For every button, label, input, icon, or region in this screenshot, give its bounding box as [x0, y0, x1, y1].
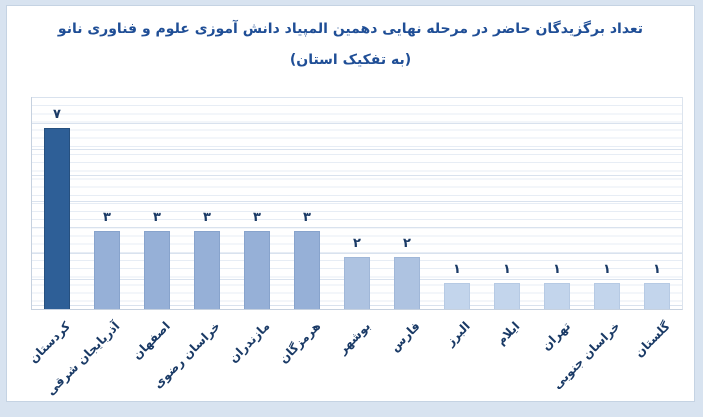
bar: [544, 283, 570, 309]
bar-slot: ٢: [382, 97, 432, 309]
category-labels: کردستان آذربایجان شرقی اصفهان خراسان رضوی ما…: [26, 309, 681, 403]
bar-value-label: ٣: [303, 210, 311, 225]
bar-slot: ١: [582, 97, 632, 309]
category-label: اصفهان: [129, 319, 173, 363]
category-label: مازندران: [226, 319, 273, 366]
bar: [444, 283, 470, 309]
chart-title-line1: تعداد برگزیدگان حاضر در مرحله نهایی دهمی…: [57, 21, 644, 37]
bar-slot: ٣: [82, 97, 132, 309]
category-label: کردستان: [26, 319, 73, 366]
bar-value-label: ١: [603, 262, 611, 277]
bars-container: ٧ ٣ ٣ ٣ ٣ ٣ ٢ ٢ ١ ١ ١ ١ ١: [32, 97, 682, 309]
bar: [44, 128, 70, 309]
bar-value-label: ١: [453, 262, 461, 277]
bar-slot: ٧: [32, 97, 82, 309]
bar-value-label: ٣: [153, 210, 161, 225]
bar: [494, 283, 520, 309]
bar-slot: ٢: [332, 97, 382, 309]
bar: [94, 231, 120, 309]
bar-slot: ٣: [182, 97, 232, 309]
bar-value-label: ١: [503, 262, 511, 277]
bar-slot: ١: [532, 97, 582, 309]
bar: [244, 231, 270, 309]
category-label: گلستان: [632, 319, 673, 360]
bar-value-label: ٣: [203, 210, 211, 225]
category-label: تهران: [538, 319, 573, 354]
category-label: فارس: [387, 319, 423, 355]
chart-title: تعداد برگزیدگان حاضر در مرحله نهایی دهمی…: [7, 14, 694, 76]
bar-value-label: ٧: [53, 107, 61, 122]
bar-slot: ١: [632, 97, 682, 309]
bar-slot: ٣: [132, 97, 182, 309]
bar-value-label: ٢: [353, 236, 361, 251]
plot-area: ٧ ٣ ٣ ٣ ٣ ٣ ٢ ٢ ١ ١ ١ ١ ١: [31, 97, 683, 310]
bar-slot: ١: [432, 97, 482, 309]
category-label: البرز: [443, 319, 473, 349]
bar: [144, 231, 170, 309]
bar-slot: ٣: [282, 97, 332, 309]
bar-value-label: ١: [653, 262, 661, 277]
bar: [594, 283, 620, 309]
bar: [194, 231, 220, 309]
bar-slot: ١: [482, 97, 532, 309]
bar-value-label: ٢: [403, 236, 411, 251]
bar: [294, 231, 320, 309]
category-label: هرمزگان: [275, 319, 323, 366]
bar-value-label: ٣: [103, 210, 111, 225]
bar: [644, 283, 670, 309]
category-label: ایلام: [494, 319, 523, 348]
bar: [394, 257, 420, 309]
chart-title-line2: (به تفکیک استان): [289, 52, 412, 68]
category-label: بوشهر: [335, 319, 373, 357]
chart-panel: تعداد برگزیدگان حاضر در مرحله نهایی دهمی…: [6, 5, 695, 402]
bar: [344, 257, 370, 309]
bar-value-label: ١: [553, 262, 561, 277]
bar-slot: ٣: [232, 97, 282, 309]
bar-value-label: ٣: [253, 210, 261, 225]
